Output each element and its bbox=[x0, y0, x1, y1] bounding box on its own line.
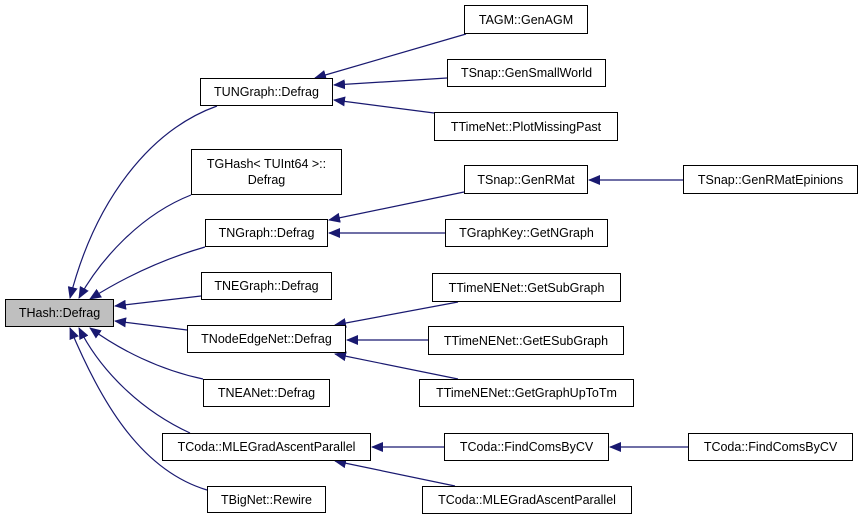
call-edge-tnodeedgenet-to-thash bbox=[114, 317, 188, 331]
call-edge-tbignet-to-thash bbox=[69, 327, 208, 491]
node-label: TBigNet::Rewire bbox=[221, 492, 312, 507]
node-findcomsbycv[interactable]: TCoda::FindComsByCV bbox=[444, 433, 609, 461]
node-getngraph[interactable]: TGraphKey::GetNGraph bbox=[445, 219, 608, 247]
node-tcoda_mle[interactable]: TCoda::MLEGradAscentParallel bbox=[162, 433, 371, 461]
node-getsubgraph[interactable]: TTimeNENet::GetSubGraph bbox=[432, 273, 621, 302]
node-label: TSnap::GenRMat bbox=[477, 172, 575, 187]
node-label: TGraphKey::GetNGraph bbox=[459, 226, 594, 240]
node-findcomsbycv2[interactable]: TCoda::FindComsByCV bbox=[688, 433, 853, 461]
call-edge-tcoda_mle-to-thash bbox=[78, 327, 191, 434]
node-label: TSnap::GenSmallWorld bbox=[460, 66, 593, 80]
node-genrmatepinions[interactable]: TSnap::GenRMatEpinions bbox=[683, 165, 858, 194]
node-label: TTimeNENet::GetSubGraph bbox=[448, 280, 605, 295]
node-genrmat[interactable]: TSnap::GenRMat bbox=[464, 165, 588, 194]
call-edge-getsubgraph-to-tnodeedgenet bbox=[334, 301, 459, 328]
node-label: TAGM::GenAGM bbox=[478, 12, 574, 27]
node-gensmallworld[interactable]: TSnap::GenSmallWorld bbox=[447, 59, 606, 87]
node-tnegraph[interactable]: TNEGraph::Defrag bbox=[201, 272, 332, 300]
call-edge-tcoda_mle2-to-tcoda_mle bbox=[334, 458, 456, 487]
call-edge-getgraphuptotm-to-tnodeedgenet bbox=[334, 351, 459, 380]
node-getgraphuptotm[interactable]: TTimeNENet::GetGraphUpToTm bbox=[419, 379, 634, 407]
node-tnodeedgenet[interactable]: TNodeEdgeNet::Defrag bbox=[187, 325, 346, 353]
node-label: TCoda::MLEGradAscentParallel bbox=[438, 493, 616, 507]
node-label: TCoda::FindComsByCV bbox=[703, 440, 838, 454]
call-edge-plotmissingpast-to-tungraph bbox=[333, 96, 435, 114]
call-edge-gensmallworld-to-tungraph bbox=[333, 77, 448, 90]
node-label: TTimeNENet::GetGraphUpToTm bbox=[436, 386, 617, 400]
node-label: TNodeEdgeNet::Defrag bbox=[201, 332, 332, 346]
node-label: TNGraph::Defrag bbox=[218, 226, 315, 240]
node-plotmissingpast[interactable]: TTimeNet::PlotMissingPast bbox=[434, 112, 618, 141]
node-label: THash::Defrag bbox=[18, 306, 101, 320]
node-label: TSnap::GenRMatEpinions bbox=[697, 172, 844, 187]
node-label: TTimeNet::PlotMissingPast bbox=[450, 119, 602, 134]
call-edge-tneanet-to-thash bbox=[89, 327, 204, 380]
node-tghash[interactable]: TGHash< TUInt64 >:: Defrag bbox=[191, 149, 342, 195]
node-tagm[interactable]: TAGM::GenAGM bbox=[464, 5, 588, 34]
node-label: TCoda::MLEGradAscentParallel bbox=[177, 440, 356, 454]
node-tneanet[interactable]: TNEANet::Defrag bbox=[203, 379, 330, 407]
node-label: TTimeNENet::GetESubGraph bbox=[443, 333, 609, 348]
call-edge-tnegraph-to-thash bbox=[114, 295, 202, 310]
node-tngraph[interactable]: TNGraph::Defrag bbox=[205, 219, 328, 247]
node-thash: THash::Defrag bbox=[5, 299, 114, 327]
node-label: TNEGraph::Defrag bbox=[214, 279, 319, 293]
call-edge-genrmat-to-tngraph bbox=[328, 191, 465, 223]
call-edge-tngraph-to-thash bbox=[89, 246, 206, 300]
node-getesubgraph[interactable]: TTimeNENet::GetESubGraph bbox=[428, 326, 624, 355]
call-edge-tagm-to-tungraph bbox=[314, 33, 467, 80]
node-tbignet[interactable]: TBigNet::Rewire bbox=[207, 486, 326, 513]
call-edge-tghash-to-thash bbox=[78, 194, 192, 299]
node-label: TGHash< TUInt64 >:: Defrag bbox=[206, 157, 327, 187]
node-label: TCoda::FindComsByCV bbox=[459, 440, 594, 454]
node-tungraph[interactable]: TUNGraph::Defrag bbox=[200, 78, 333, 106]
node-tcoda_mle2[interactable]: TCoda::MLEGradAscentParallel bbox=[422, 486, 632, 514]
call-edge-tungraph-to-thash bbox=[67, 105, 218, 299]
node-label: TNEANet::Defrag bbox=[217, 386, 316, 400]
node-label: TUNGraph::Defrag bbox=[214, 85, 319, 99]
